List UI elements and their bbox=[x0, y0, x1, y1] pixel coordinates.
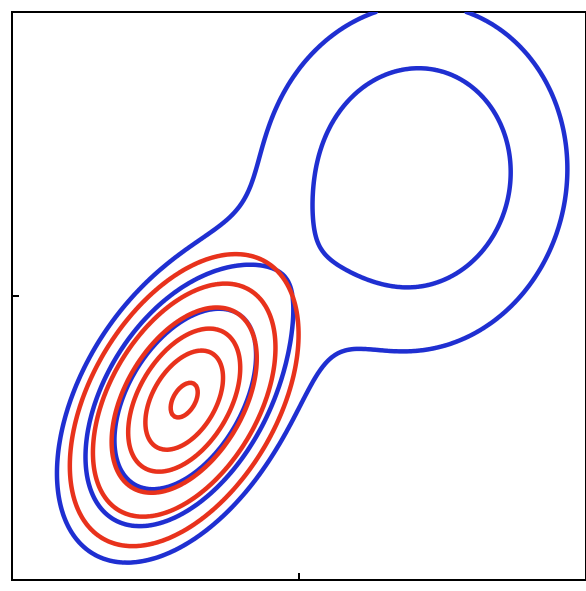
plot-area-frame bbox=[12, 12, 586, 580]
